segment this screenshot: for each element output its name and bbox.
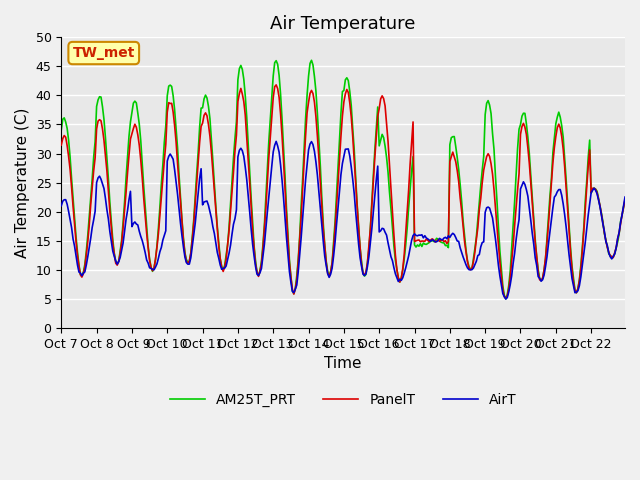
AM25T_PRT bbox=[546, 193, 554, 199]
Legend: AM25T_PRT, PanelT, AirT: AM25T_PRT, PanelT, AirT bbox=[164, 387, 522, 412]
PanelT bbox=[461, 239, 468, 244]
AirT bbox=[502, 296, 509, 302]
AirT bbox=[461, 258, 468, 264]
PanelT bbox=[502, 295, 509, 301]
X-axis label: Time: Time bbox=[324, 356, 362, 371]
Title: Air Temperature: Air Temperature bbox=[271, 15, 416, 33]
AirT bbox=[349, 176, 356, 182]
AM25T_PRT bbox=[94, 97, 102, 103]
AirT bbox=[620, 203, 627, 209]
AirT bbox=[546, 229, 554, 235]
AM25T_PRT bbox=[502, 296, 509, 302]
PanelT bbox=[94, 118, 102, 124]
Line: AM25T_PRT: AM25T_PRT bbox=[61, 60, 625, 299]
PanelT bbox=[621, 196, 629, 202]
PanelT bbox=[77, 272, 84, 278]
AM25T_PRT bbox=[58, 127, 65, 133]
PanelT bbox=[349, 133, 356, 139]
AirT bbox=[273, 139, 280, 144]
AirT bbox=[58, 203, 65, 209]
AirT bbox=[77, 270, 84, 276]
Text: TW_met: TW_met bbox=[72, 46, 135, 60]
AM25T_PRT bbox=[621, 198, 629, 204]
Line: AirT: AirT bbox=[61, 142, 625, 299]
AirT bbox=[621, 194, 629, 200]
PanelT bbox=[546, 200, 554, 206]
AM25T_PRT bbox=[349, 125, 356, 131]
PanelT bbox=[273, 82, 280, 88]
AM25T_PRT bbox=[77, 272, 84, 277]
AM25T_PRT bbox=[308, 58, 316, 63]
PanelT bbox=[58, 142, 65, 148]
Y-axis label: Air Temperature (C): Air Temperature (C) bbox=[15, 108, 30, 258]
AirT bbox=[94, 175, 102, 180]
Line: PanelT: PanelT bbox=[61, 85, 625, 298]
AM25T_PRT bbox=[461, 232, 468, 238]
PanelT bbox=[620, 205, 627, 211]
AM25T_PRT bbox=[620, 204, 627, 210]
